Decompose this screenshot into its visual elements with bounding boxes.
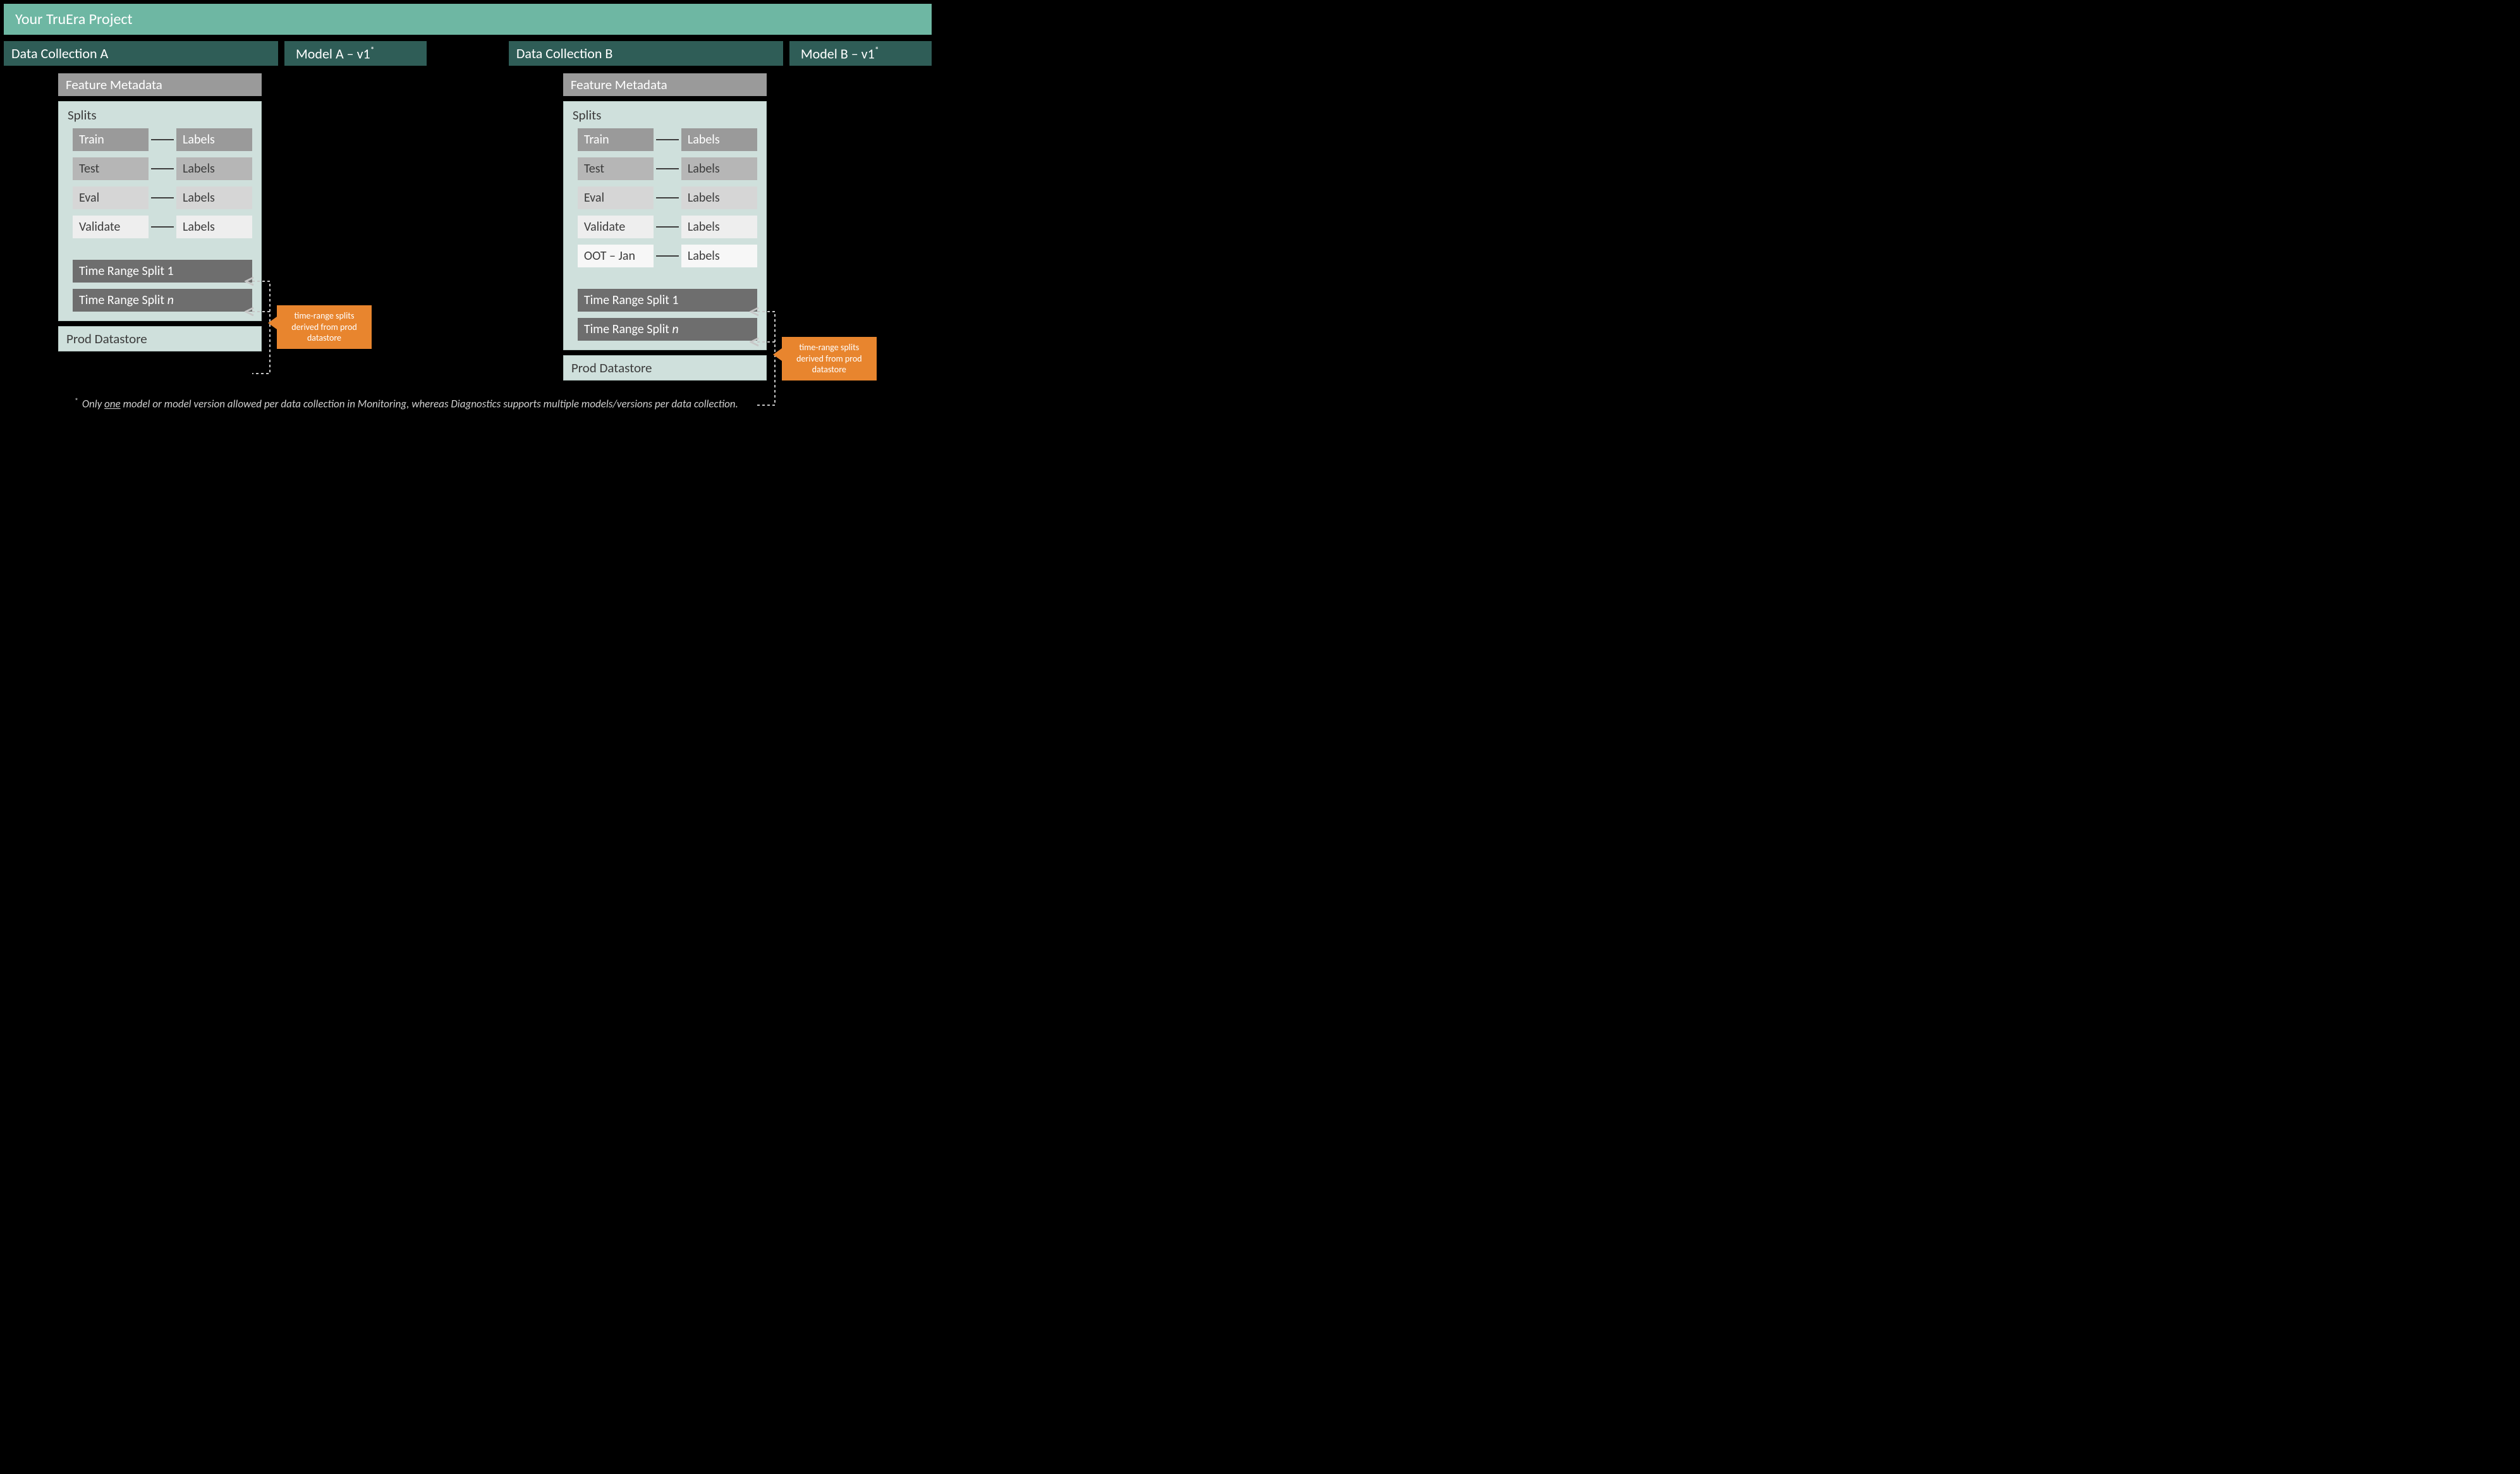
spacer bbox=[73, 245, 252, 253]
time-range-split: Time Range Split n bbox=[73, 289, 252, 312]
dc-b-splits-panel: Splits Train Labels Test Labels Eval bbox=[563, 101, 767, 350]
split-left: Test bbox=[73, 157, 149, 180]
split-right: Labels bbox=[681, 245, 757, 267]
split-right: Labels bbox=[681, 128, 757, 151]
connector-line bbox=[656, 139, 679, 140]
split-right: Labels bbox=[176, 216, 252, 238]
split-left: Train bbox=[578, 128, 654, 151]
split-row: OOT – Jan Labels bbox=[578, 245, 757, 267]
time-range-split: Time Range Split 1 bbox=[73, 260, 252, 283]
split-right: Labels bbox=[681, 157, 757, 180]
split-left: Eval bbox=[73, 186, 149, 209]
dc-a-split-rows: Train Labels Test Labels Eval Labels bbox=[68, 128, 252, 312]
footnote-asterisk: * bbox=[75, 397, 78, 406]
connector-line bbox=[151, 226, 174, 228]
model-a-header: Model A – v1* bbox=[284, 41, 427, 66]
dc-a-header: Data Collection A bbox=[4, 41, 278, 66]
split-left: Test bbox=[578, 157, 654, 180]
footnote-pre: Only bbox=[82, 398, 104, 411]
project-title-bar: Your TruEra Project bbox=[4, 4, 932, 35]
footnote: * Only one model or model version allowe… bbox=[0, 381, 935, 421]
split-row: Train Labels bbox=[73, 128, 252, 151]
connector-line bbox=[656, 168, 679, 169]
col-model-b: Model B – v1* bbox=[789, 41, 932, 381]
tr-label: Time Range Split n bbox=[79, 293, 174, 308]
asterisk-icon: * bbox=[875, 45, 879, 56]
split-row: Eval Labels bbox=[73, 186, 252, 209]
dc-a-body: Feature Metadata Splits Train Labels Tes… bbox=[4, 73, 278, 351]
diagram-columns: Data Collection A Feature Metadata Split… bbox=[0, 35, 935, 381]
split-left: Validate bbox=[578, 216, 654, 238]
dc-b-body: Feature Metadata Splits Train Labels Tes… bbox=[509, 73, 783, 381]
split-left: Eval bbox=[578, 186, 654, 209]
connector-line bbox=[151, 139, 174, 140]
split-left: OOT – Jan bbox=[578, 245, 654, 267]
split-right: Labels bbox=[681, 216, 757, 238]
split-right: Labels bbox=[176, 186, 252, 209]
dc-a-splits-panel: Splits Train Labels Test Labels Eval bbox=[58, 101, 262, 321]
split-right: Labels bbox=[681, 186, 757, 209]
col-model-a: Model A – v1* bbox=[284, 41, 427, 381]
time-range-split: Time Range Split 1 bbox=[578, 289, 757, 312]
dc-a-feature-metadata: Feature Metadata bbox=[58, 73, 262, 96]
asterisk-icon: * bbox=[370, 45, 375, 56]
split-row: Validate Labels bbox=[73, 216, 252, 238]
split-left: Train bbox=[73, 128, 149, 151]
time-range-split: Time Range Split n bbox=[578, 318, 757, 341]
dc-b-prod-datastore: Prod Datastore bbox=[563, 355, 767, 381]
connector-line bbox=[656, 197, 679, 198]
split-row: Validate Labels bbox=[578, 216, 757, 238]
dc-b-feature-metadata: Feature Metadata bbox=[563, 73, 767, 96]
connector-line bbox=[656, 255, 679, 257]
connector-line bbox=[151, 168, 174, 169]
split-row: Eval Labels bbox=[578, 186, 757, 209]
connector-line bbox=[656, 226, 679, 228]
footnote-underlined: one bbox=[104, 398, 121, 411]
model-a-label: Model A – v1 bbox=[296, 45, 370, 62]
tr-label: Time Range Split 1 bbox=[584, 293, 679, 308]
dc-b-split-rows: Train Labels Test Labels Eval Labels bbox=[573, 128, 757, 341]
tr-label: Time Range Split 1 bbox=[79, 264, 174, 279]
split-right: Labels bbox=[176, 157, 252, 180]
spacer bbox=[578, 274, 757, 283]
connector-line bbox=[151, 197, 174, 198]
dc-b-header: Data Collection B bbox=[509, 41, 783, 66]
dc-a-prod-datastore: Prod Datastore bbox=[58, 326, 262, 351]
gap bbox=[433, 41, 502, 381]
model-b-header: Model B – v1* bbox=[789, 41, 932, 66]
split-row: Train Labels bbox=[578, 128, 757, 151]
footnote-post: model or model version allowed per data … bbox=[121, 398, 738, 411]
col-data-collection-b: Data Collection B Feature Metadata Split… bbox=[509, 41, 783, 381]
dc-a-splits-title: Splits bbox=[68, 107, 252, 123]
split-right: Labels bbox=[176, 128, 252, 151]
tr-label: Time Range Split n bbox=[584, 322, 679, 337]
model-b-label: Model B – v1 bbox=[801, 45, 875, 62]
dc-b-splits-title: Splits bbox=[573, 107, 757, 123]
split-left: Validate bbox=[73, 216, 149, 238]
col-data-collection-a: Data Collection A Feature Metadata Split… bbox=[4, 41, 278, 381]
split-row: Test Labels bbox=[73, 157, 252, 180]
split-row: Test Labels bbox=[578, 157, 757, 180]
project-title: Your TruEra Project bbox=[15, 10, 133, 28]
